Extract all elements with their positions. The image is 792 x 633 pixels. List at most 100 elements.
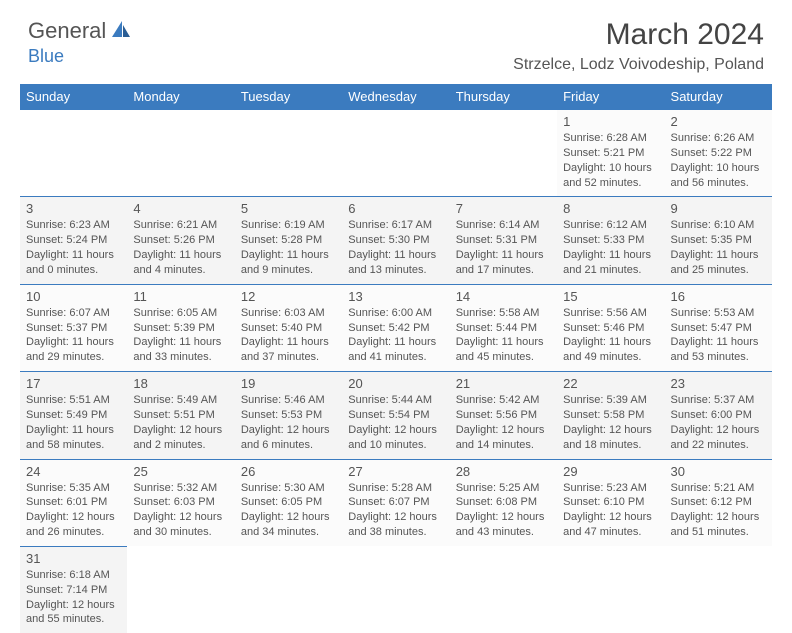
sunrise-line: Sunrise: 6:21 AM: [133, 218, 228, 233]
calendar-day-cell: 26Sunrise: 5:30 AMSunset: 6:05 PMDayligh…: [235, 459, 342, 546]
calendar-day-cell: 25Sunrise: 5:32 AMSunset: 6:03 PMDayligh…: [127, 459, 234, 546]
calendar-day-cell: 12Sunrise: 6:03 AMSunset: 5:40 PMDayligh…: [235, 284, 342, 371]
sunset-line: Sunset: 5:58 PM: [563, 408, 658, 423]
sunset-line: Sunset: 6:10 PM: [563, 495, 658, 510]
daylight-line: and 51 minutes.: [671, 525, 766, 540]
daylight-line: and 17 minutes.: [456, 263, 551, 278]
sunrise-line: Sunrise: 5:28 AM: [348, 481, 443, 496]
logo: General: [28, 18, 134, 44]
calendar-day-cell: 15Sunrise: 5:56 AMSunset: 5:46 PMDayligh…: [557, 284, 664, 371]
sunset-line: Sunset: 5:26 PM: [133, 233, 228, 248]
daylight-line: Daylight: 12 hours: [563, 510, 658, 525]
calendar-day-cell: [450, 546, 557, 633]
sunrise-line: Sunrise: 5:39 AM: [563, 393, 658, 408]
daylight-line: Daylight: 12 hours: [671, 423, 766, 438]
sunset-line: Sunset: 6:01 PM: [26, 495, 121, 510]
day-number: 29: [563, 464, 658, 479]
location-label: Strzelce, Lodz Voivodeship, Poland: [513, 56, 764, 74]
calendar-day-cell: [342, 546, 449, 633]
daylight-line: and 25 minutes.: [671, 263, 766, 278]
calendar-day-cell: [665, 546, 772, 633]
calendar-day-cell: 8Sunrise: 6:12 AMSunset: 5:33 PMDaylight…: [557, 197, 664, 284]
daylight-line: Daylight: 10 hours: [563, 161, 658, 176]
day-number: 24: [26, 464, 121, 479]
calendar-day-cell: 11Sunrise: 6:05 AMSunset: 5:39 PMDayligh…: [127, 284, 234, 371]
sunrise-line: Sunrise: 6:18 AM: [26, 568, 121, 583]
sunset-line: Sunset: 5:44 PM: [456, 321, 551, 336]
daylight-line: and 43 minutes.: [456, 525, 551, 540]
calendar-day-cell: [342, 110, 449, 197]
calendar-week-row: 31Sunrise: 6:18 AMSunset: 7:14 PMDayligh…: [20, 546, 772, 633]
daylight-line: Daylight: 12 hours: [133, 423, 228, 438]
daylight-line: and 2 minutes.: [133, 438, 228, 453]
day-number: 26: [241, 464, 336, 479]
sunrise-line: Sunrise: 5:56 AM: [563, 306, 658, 321]
sunset-line: Sunset: 5:51 PM: [133, 408, 228, 423]
sunset-line: Sunset: 5:49 PM: [26, 408, 121, 423]
daylight-line: and 38 minutes.: [348, 525, 443, 540]
calendar-day-cell: [235, 546, 342, 633]
calendar-day-cell: 29Sunrise: 5:23 AMSunset: 6:10 PMDayligh…: [557, 459, 664, 546]
sunset-line: Sunset: 5:24 PM: [26, 233, 121, 248]
daylight-line: Daylight: 11 hours: [348, 248, 443, 263]
sunrise-line: Sunrise: 5:44 AM: [348, 393, 443, 408]
calendar-day-cell: 23Sunrise: 5:37 AMSunset: 6:00 PMDayligh…: [665, 372, 772, 459]
daylight-line: and 53 minutes.: [671, 350, 766, 365]
day-number: 11: [133, 289, 228, 304]
daylight-line: Daylight: 12 hours: [348, 510, 443, 525]
daylight-line: and 14 minutes.: [456, 438, 551, 453]
sunrise-line: Sunrise: 5:25 AM: [456, 481, 551, 496]
daylight-line: Daylight: 11 hours: [563, 248, 658, 263]
sunset-line: Sunset: 5:33 PM: [563, 233, 658, 248]
sunrise-line: Sunrise: 6:17 AM: [348, 218, 443, 233]
day-number: 19: [241, 376, 336, 391]
sunset-line: Sunset: 5:56 PM: [456, 408, 551, 423]
sunrise-line: Sunrise: 6:28 AM: [563, 131, 658, 146]
day-number: 17: [26, 376, 121, 391]
daylight-line: Daylight: 12 hours: [671, 510, 766, 525]
sunset-line: Sunset: 5:53 PM: [241, 408, 336, 423]
calendar-day-cell: [450, 110, 557, 197]
sunrise-line: Sunrise: 5:21 AM: [671, 481, 766, 496]
day-number: 3: [26, 201, 121, 216]
sunset-line: Sunset: 5:35 PM: [671, 233, 766, 248]
daylight-line: and 29 minutes.: [26, 350, 121, 365]
logo-text-blue: Blue: [28, 46, 64, 66]
sunset-line: Sunset: 5:42 PM: [348, 321, 443, 336]
calendar-day-cell: 20Sunrise: 5:44 AMSunset: 5:54 PMDayligh…: [342, 372, 449, 459]
sunset-line: Sunset: 5:28 PM: [241, 233, 336, 248]
calendar-week-row: 1Sunrise: 6:28 AMSunset: 5:21 PMDaylight…: [20, 110, 772, 197]
calendar-day-cell: 6Sunrise: 6:17 AMSunset: 5:30 PMDaylight…: [342, 197, 449, 284]
daylight-line: and 52 minutes.: [563, 176, 658, 191]
sunset-line: Sunset: 6:00 PM: [671, 408, 766, 423]
sunset-line: Sunset: 5:37 PM: [26, 321, 121, 336]
day-number: 5: [241, 201, 336, 216]
sunrise-line: Sunrise: 6:10 AM: [671, 218, 766, 233]
sunset-line: Sunset: 6:08 PM: [456, 495, 551, 510]
daylight-line: Daylight: 12 hours: [26, 598, 121, 613]
day-number: 15: [563, 289, 658, 304]
daylight-line: and 37 minutes.: [241, 350, 336, 365]
day-number: 25: [133, 464, 228, 479]
daylight-line: Daylight: 11 hours: [671, 335, 766, 350]
day-header: Monday: [127, 84, 234, 110]
daylight-line: Daylight: 12 hours: [456, 510, 551, 525]
sunset-line: Sunset: 5:31 PM: [456, 233, 551, 248]
daylight-line: and 0 minutes.: [26, 263, 121, 278]
sunrise-line: Sunrise: 6:26 AM: [671, 131, 766, 146]
logo-sail-icon: [110, 19, 132, 44]
daylight-line: and 21 minutes.: [563, 263, 658, 278]
day-number: 12: [241, 289, 336, 304]
sunset-line: Sunset: 5:54 PM: [348, 408, 443, 423]
sunset-line: Sunset: 5:47 PM: [671, 321, 766, 336]
sunrise-line: Sunrise: 6:19 AM: [241, 218, 336, 233]
daylight-line: Daylight: 12 hours: [26, 510, 121, 525]
calendar-day-cell: 16Sunrise: 5:53 AMSunset: 5:47 PMDayligh…: [665, 284, 772, 371]
daylight-line: Daylight: 11 hours: [26, 248, 121, 263]
calendar-day-cell: 9Sunrise: 6:10 AMSunset: 5:35 PMDaylight…: [665, 197, 772, 284]
daylight-line: Daylight: 12 hours: [241, 510, 336, 525]
sunrise-line: Sunrise: 6:03 AM: [241, 306, 336, 321]
calendar-table: Sunday Monday Tuesday Wednesday Thursday…: [20, 84, 772, 633]
sunrise-line: Sunrise: 6:23 AM: [26, 218, 121, 233]
day-number: 10: [26, 289, 121, 304]
